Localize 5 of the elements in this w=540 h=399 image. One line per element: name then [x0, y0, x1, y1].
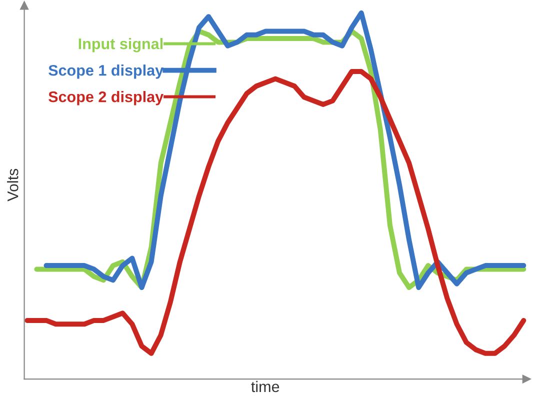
legend-label: Input signal	[78, 38, 162, 52]
x-axis-title: time	[251, 380, 280, 392]
y-axis-title: Volts	[7, 168, 18, 202]
legend-label: Scope 2 display	[48, 91, 164, 106]
legend-label: Scope 1 display	[48, 64, 164, 79]
